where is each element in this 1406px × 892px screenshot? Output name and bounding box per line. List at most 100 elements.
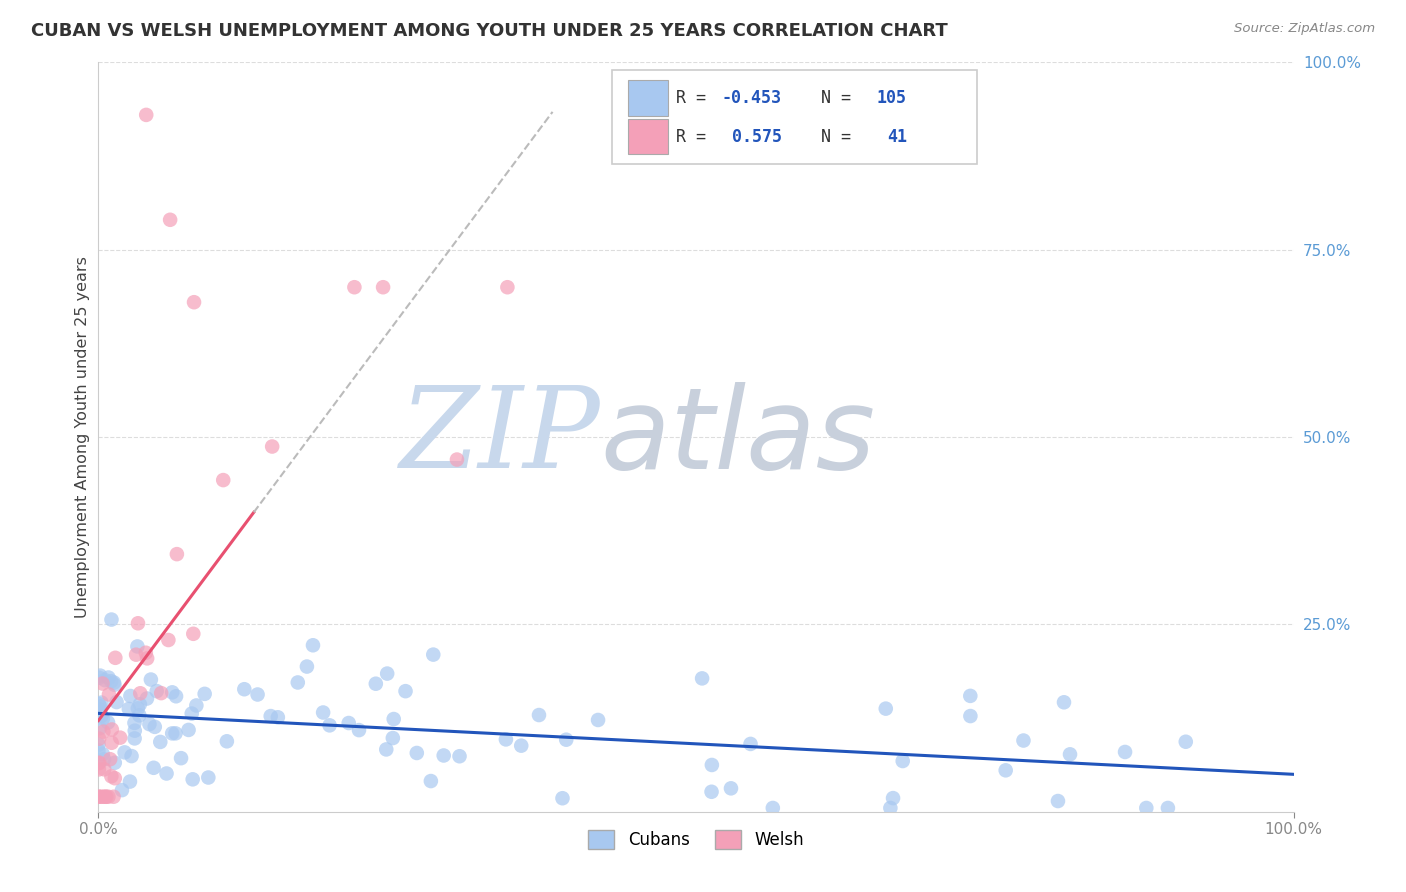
Point [347,723,370,738]
Text: 105: 105 [876,89,907,107]
Point [246,688,269,702]
Point [419,774,441,789]
Point [93,763,115,777]
Point [690,672,713,686]
Point [1053,695,1076,709]
Text: atlas: atlas [600,382,876,492]
Text: Source: ZipAtlas.com: Source: ZipAtlas.com [1234,22,1375,36]
Point [449,749,471,764]
Point [125,648,148,662]
Point [375,666,398,681]
Point [157,633,180,648]
Point [87,789,110,804]
Point [875,701,897,715]
Point [114,745,136,759]
Point [105,695,128,709]
Point [165,690,187,704]
Point [312,706,335,720]
Point [527,708,550,723]
Point [90,708,112,723]
Point [159,212,181,227]
Point [422,648,444,662]
Point [446,452,468,467]
Point [194,687,217,701]
Point [215,734,238,748]
Point [87,738,110,752]
Point [87,763,110,777]
Point [87,743,110,757]
Point [93,752,115,766]
Point [149,735,172,749]
Point [1174,735,1197,749]
Point [118,702,141,716]
Point [100,613,122,627]
Point [103,789,125,804]
Point [394,684,416,698]
Point [180,706,202,721]
Point [740,737,762,751]
FancyBboxPatch shape [628,80,668,116]
Point [1046,794,1069,808]
Point [90,696,112,710]
Text: R =: R = [676,128,725,145]
Point [108,731,131,745]
Point [700,785,723,799]
Point [181,627,204,641]
Point [124,731,146,746]
Point [381,731,404,745]
Y-axis label: Unemployment Among Youth under 25 years: Unemployment Among Youth under 25 years [75,256,90,618]
Point [87,702,110,716]
Text: N =: N = [801,128,872,145]
Text: N =: N = [801,89,860,107]
Point [103,675,125,690]
Point [89,668,111,682]
Point [287,675,309,690]
Point [551,791,574,805]
Point [91,676,114,690]
Text: R =: R = [676,89,716,107]
Legend: Cubans, Welsh: Cubans, Welsh [581,823,811,855]
Point [160,685,183,699]
Point [197,771,219,785]
Point [128,698,150,712]
Point [405,746,427,760]
Point [93,789,115,804]
Point [177,723,200,737]
Point [89,721,111,735]
Point [343,280,366,294]
Point [97,715,120,730]
Text: CUBAN VS WELSH UNEMPLOYMENT AMONG YOUTH UNDER 25 YEARS CORRELATION CHART: CUBAN VS WELSH UNEMPLOYMENT AMONG YOUTH … [31,22,948,40]
Point [90,709,112,723]
Point [382,712,405,726]
Point [318,718,340,732]
Point [136,651,159,665]
Point [1012,733,1035,747]
Point [959,689,981,703]
Point [124,723,146,738]
Point [127,616,149,631]
Point [139,673,162,687]
Point [295,659,318,673]
Point [100,674,122,689]
Point [160,726,183,740]
Point [89,671,111,685]
Point [136,691,159,706]
Point [120,689,142,703]
Text: 41: 41 [887,128,907,145]
Point [87,731,110,746]
Point [1114,745,1136,759]
Point [882,791,904,805]
Point [91,747,114,761]
Text: ZIP: ZIP [399,382,600,492]
Point [371,280,394,294]
Point [101,723,124,737]
Point [496,280,519,294]
Point [183,295,205,310]
Point [138,717,160,731]
Point [128,708,150,723]
Point [1135,801,1157,815]
Point [121,749,143,764]
Point [96,789,118,804]
Point [89,699,111,714]
Point [100,769,122,783]
